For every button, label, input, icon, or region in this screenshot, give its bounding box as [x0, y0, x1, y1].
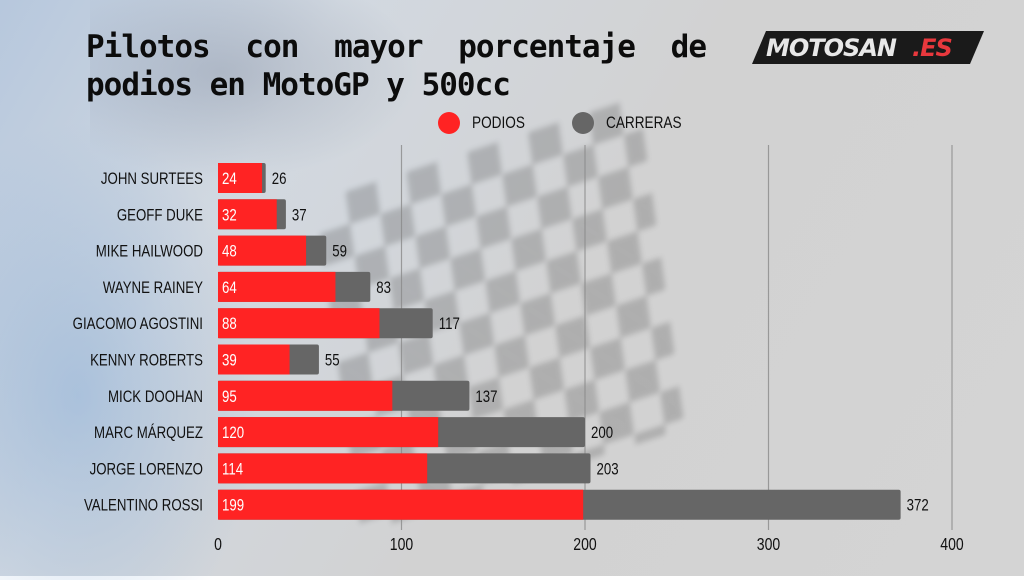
- background-blur-rider: [90, 0, 420, 180]
- data-label-carreras: 372: [907, 496, 929, 515]
- motosan-logo: MOTOSAN .ES: [752, 31, 984, 64]
- x-tick-label: 200: [573, 534, 596, 554]
- category-label: MICK DOOHAN: [108, 387, 203, 406]
- data-label-podios: 199: [222, 496, 244, 515]
- bar-podios: [218, 344, 290, 375]
- logo-background: [752, 31, 984, 64]
- bar-podios: [218, 489, 584, 520]
- data-label-carreras: 55: [325, 351, 340, 370]
- bar-podios: [218, 308, 380, 339]
- background-blur-blue: [0, 120, 260, 580]
- data-label-podios: 39: [222, 351, 237, 370]
- legend-swatch-carreras: [572, 112, 595, 134]
- x-axis-tick-labels: 0 100 200 300 400: [214, 534, 964, 554]
- chart-title-line-1: Pilotos con mayor porcentaje de: [86, 29, 707, 65]
- legend-label-carreras: CARRERAS: [606, 113, 682, 132]
- bar-podios: [218, 199, 277, 230]
- bar-podios: [218, 235, 307, 266]
- chart-legend: PODIOS CARRERAS: [438, 110, 735, 136]
- category-label: GIACOMO AGOSTINI: [73, 315, 203, 334]
- bar-podios: [218, 417, 439, 448]
- bar-podios: [218, 380, 393, 411]
- bars: 24 26 32 37 48 59 64 83 88 117 39 55 95 137 120 200 114 2…: [218, 163, 929, 520]
- x-tick-label: 300: [757, 534, 780, 554]
- data-label-carreras: 59: [332, 242, 347, 261]
- bar-podios: [218, 453, 428, 484]
- data-label-podios: 48: [222, 242, 237, 261]
- data-label-podios: 95: [222, 387, 237, 406]
- x-tick-label: 0: [214, 534, 222, 554]
- legend-swatch-podios: [438, 112, 460, 134]
- category-label: WAYNE RAINEY: [103, 278, 203, 297]
- data-label-carreras: 26: [272, 170, 287, 189]
- data-label-carreras: 137: [475, 387, 497, 406]
- legend-item-podios: PODIOS: [438, 112, 538, 134]
- logo-text-main: MOTOSAN: [766, 34, 897, 62]
- data-label-podios: 120: [222, 424, 244, 443]
- data-label-carreras: 203: [597, 460, 619, 479]
- data-label-podios: 88: [222, 315, 237, 334]
- data-label-podios: 64: [222, 278, 237, 297]
- bar-podios: [218, 163, 263, 193]
- category-label: GEOFF DUKE: [117, 206, 203, 225]
- data-label-carreras: 200: [591, 424, 613, 443]
- data-label-podios: 24: [222, 170, 237, 189]
- category-label: KENNY ROBERTS: [90, 351, 203, 370]
- data-label-podios: 32: [222, 206, 237, 225]
- category-label: MIKE HAILWOOD: [96, 242, 203, 261]
- x-tick-label: 100: [390, 534, 413, 554]
- legend-item-carreras: CARRERAS: [572, 112, 700, 134]
- data-label-carreras: 117: [439, 315, 460, 334]
- chart-title: Pilotos con mayor porcentaje de podios e…: [86, 28, 707, 104]
- data-label-carreras: 37: [292, 206, 307, 225]
- category-label: VALENTINO ROSSI: [84, 496, 203, 515]
- category-label: JOHN SURTEES: [101, 170, 203, 189]
- category-label: JORGE LORENZO: [90, 460, 204, 479]
- data-label-carreras: 83: [376, 278, 391, 297]
- chart-title-line-2: podios en MotoGP y 500cc: [86, 67, 511, 103]
- bar-podios: [218, 271, 336, 302]
- category-labels: JOHN SURTEES GEOFF DUKE MIKE HAILWOOD WAYNE…: [73, 170, 203, 516]
- legend-label-podios: PODIOS: [472, 113, 525, 132]
- x-tick-label: 400: [940, 534, 963, 554]
- data-label-podios: 114: [222, 460, 244, 479]
- category-label: MARC MÁRQUEZ: [94, 424, 203, 443]
- logo-text-suffix: .ES: [912, 34, 952, 62]
